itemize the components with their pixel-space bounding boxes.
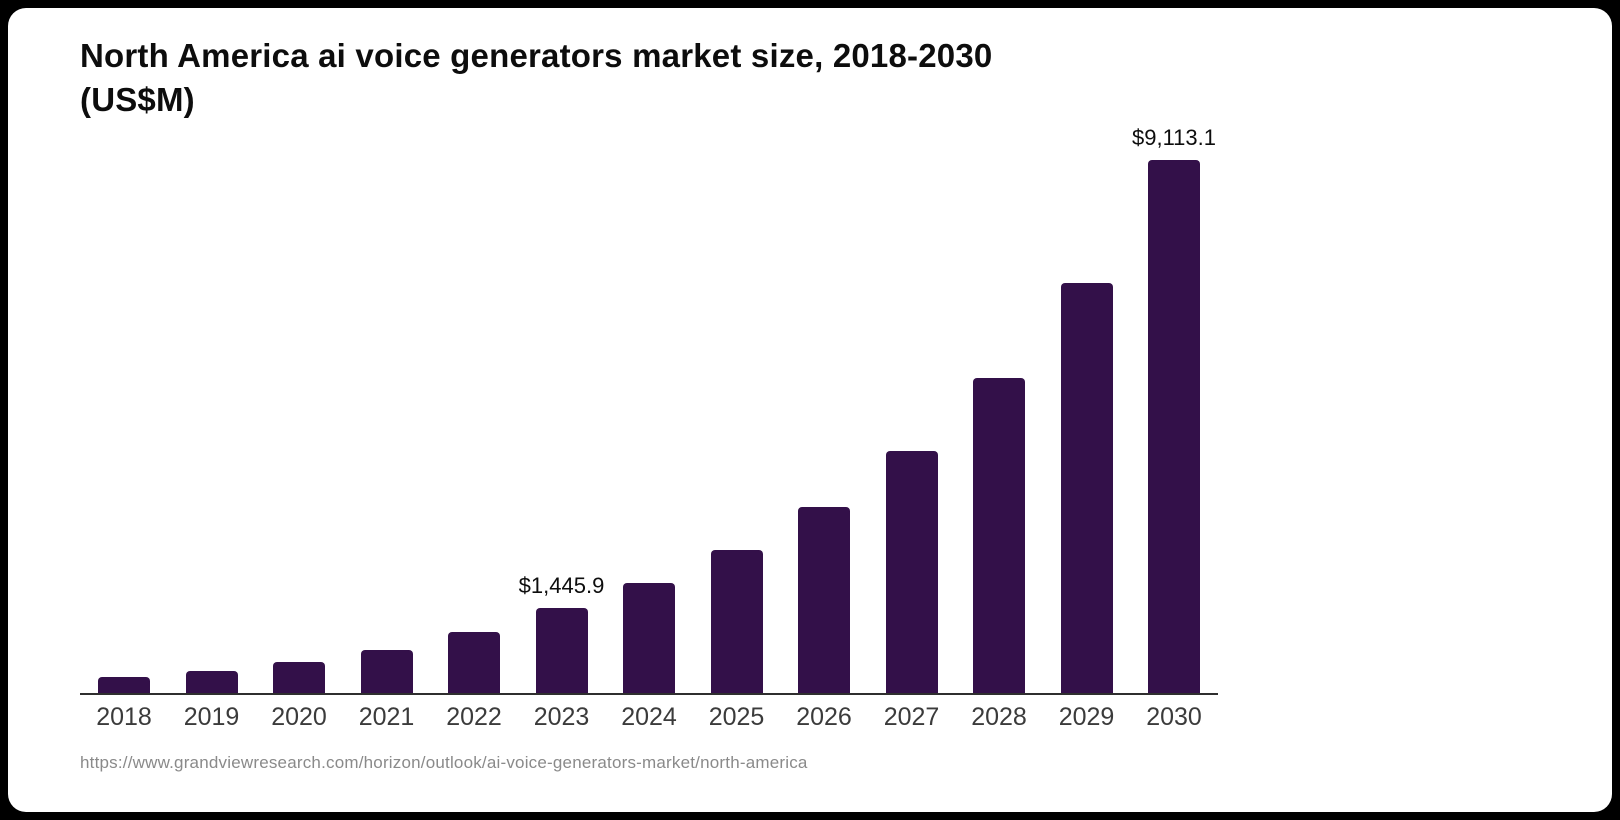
bar-2019 (185, 671, 238, 693)
bar-2021 (360, 650, 413, 693)
chart-title-line-1: North America ai voice generators market… (80, 37, 993, 74)
bar-2029 (1060, 283, 1113, 693)
bar-2028 (973, 378, 1025, 693)
x-tick-2030: 2030 (1146, 703, 1202, 731)
bar-2030 (1148, 160, 1200, 693)
bar-2026 (798, 507, 850, 693)
x-tick-2019: 2019 (183, 703, 240, 731)
x-tick-2021: 2021 (358, 703, 415, 731)
bar-2020 (273, 662, 325, 693)
x-tick-2022: 2022 (446, 703, 502, 731)
bar-2023 (535, 608, 588, 693)
chart-title-line-2: (US$M) (80, 81, 195, 118)
source-url: https://www.grandviewresearch.com/horizo… (80, 753, 808, 772)
bar-2018 (98, 677, 150, 693)
bar-2024 (623, 583, 675, 693)
x-tick-2028: 2028 (971, 703, 1027, 731)
x-tick-2029: 2029 (1058, 703, 1115, 731)
chart-card: North America ai voice generators market… (8, 8, 1612, 812)
x-tick-2020: 2020 (271, 703, 327, 731)
x-tick-2027: 2027 (883, 703, 940, 731)
data-label-2030: $9,113.1 (1131, 125, 1216, 150)
x-tick-2024: 2024 (621, 703, 677, 731)
x-tick-2018: 2018 (96, 703, 152, 731)
x-tick-2023: 2023 (533, 703, 590, 731)
bar-2022 (448, 632, 500, 693)
bar-2025 (710, 550, 763, 693)
x-tick-2025: 2025 (708, 703, 765, 731)
x-tick-2026: 2026 (796, 703, 852, 731)
data-label-2023: $1,445.9 (518, 573, 605, 598)
chart-title: North America ai voice generators market… (80, 34, 1180, 122)
bar-2027 (885, 451, 938, 693)
plot-area: 2018 2019 2020 2021 2022 2023 $1,445.9 2024 2025… (80, 125, 1218, 731)
